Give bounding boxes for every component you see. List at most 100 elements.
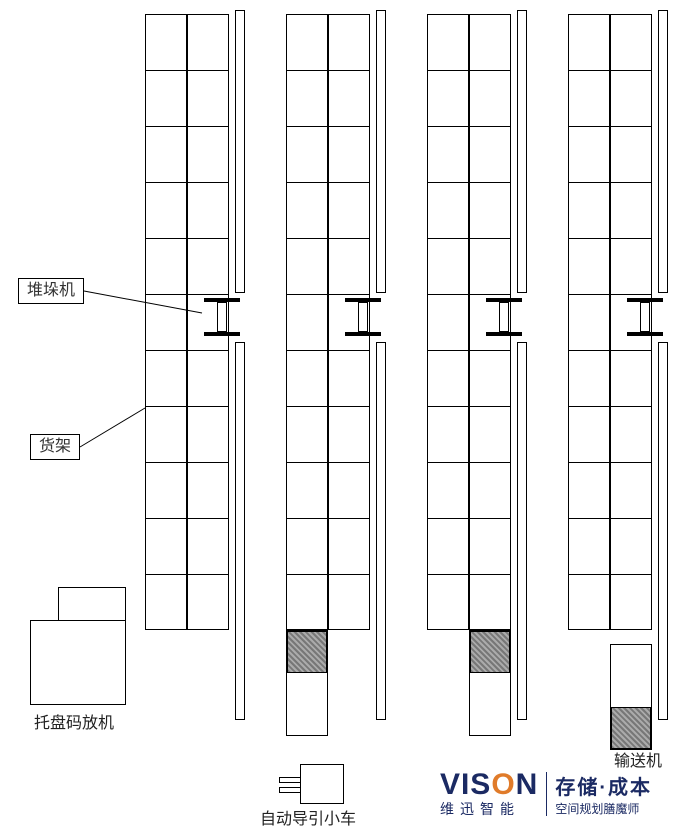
conveyor — [286, 630, 328, 736]
rack-cell — [286, 350, 328, 406]
brand-logo: VISON维迅智能存储·成本空间规划膳魔师 — [440, 768, 652, 819]
rack-cell — [187, 518, 229, 574]
palletizer-label: 托盘码放机 — [34, 716, 114, 732]
rack-cell — [610, 574, 652, 630]
rack-cell — [427, 462, 469, 518]
rack-cell — [469, 14, 511, 70]
rack-cell — [610, 350, 652, 406]
rack-cell — [568, 14, 610, 70]
stacker-guide — [235, 342, 245, 720]
rack-cell — [610, 70, 652, 126]
rack-cell — [286, 406, 328, 462]
rack-cell — [427, 238, 469, 294]
rack-cell — [427, 518, 469, 574]
rack-cell — [286, 70, 328, 126]
logo-right-top: 存储·成本 — [555, 771, 652, 800]
rack-cell — [568, 518, 610, 574]
rack-cell — [187, 126, 229, 182]
rack-cell — [145, 406, 187, 462]
rack-cell — [328, 182, 370, 238]
rack-cell — [568, 70, 610, 126]
rack-cell — [469, 462, 511, 518]
rack-cell — [328, 126, 370, 182]
rack-cell — [610, 126, 652, 182]
agv — [300, 764, 344, 804]
rack-column — [568, 14, 610, 630]
rack-cell — [145, 14, 187, 70]
rack-cell — [328, 70, 370, 126]
rack-cell — [328, 14, 370, 70]
rack-cell — [145, 350, 187, 406]
rack-cell — [427, 182, 469, 238]
rack-cell — [427, 406, 469, 462]
stacker-ibeam — [204, 298, 240, 336]
rack-cell — [286, 126, 328, 182]
stacker-ibeam — [345, 298, 381, 336]
rack-column — [427, 14, 469, 630]
rack-cell — [427, 574, 469, 630]
rack-cell — [187, 14, 229, 70]
rack-cell — [145, 238, 187, 294]
logo-line2: 维迅智能 — [440, 799, 538, 819]
rack-cell — [187, 182, 229, 238]
rack-cell — [469, 574, 511, 630]
rack-cell — [427, 70, 469, 126]
rack-cell — [286, 238, 328, 294]
rack-cell — [286, 574, 328, 630]
rack-cell — [427, 14, 469, 70]
rack-cell — [286, 518, 328, 574]
rack-cell — [568, 126, 610, 182]
stacker-ibeam — [627, 298, 663, 336]
stacker-guide — [658, 10, 668, 293]
rack-cell — [328, 462, 370, 518]
rack-cell — [145, 294, 187, 350]
stacker-guide — [517, 342, 527, 720]
rack-cell — [610, 406, 652, 462]
rack-cell — [286, 462, 328, 518]
rack-cell — [469, 406, 511, 462]
stacker-guide — [658, 342, 668, 720]
rack-cell — [328, 350, 370, 406]
rack-cell — [568, 182, 610, 238]
rack-cell — [187, 406, 229, 462]
conveyor — [469, 630, 511, 736]
rack-cell — [187, 462, 229, 518]
logo-right-bot: 空间规划膳魔师 — [555, 800, 652, 817]
rack-cell — [610, 462, 652, 518]
stacker-guide — [376, 342, 386, 720]
rack-cell — [568, 406, 610, 462]
rack-cell — [469, 126, 511, 182]
rack-label: 货架 — [30, 434, 80, 460]
rack-cell — [568, 238, 610, 294]
rack-cell — [145, 70, 187, 126]
rack-cell — [568, 350, 610, 406]
rack-cell — [286, 294, 328, 350]
rack-cell — [328, 406, 370, 462]
rack-cell — [145, 182, 187, 238]
rack-cell — [610, 182, 652, 238]
stacker-guide — [235, 10, 245, 293]
rack-cell — [568, 462, 610, 518]
stacker-label: 堆垛机 — [18, 278, 84, 304]
rack-cell — [469, 182, 511, 238]
rack-column — [286, 14, 328, 630]
logo-line1: VISON — [440, 768, 538, 802]
stacker-guide — [517, 10, 527, 293]
conveyor — [610, 644, 652, 750]
rack-cell — [145, 574, 187, 630]
rack-cell — [145, 462, 187, 518]
palletizer-shape — [30, 587, 126, 705]
rack-cell — [328, 238, 370, 294]
stacker-guide — [376, 10, 386, 293]
rack-cell — [328, 574, 370, 630]
rack-cell — [469, 70, 511, 126]
rack-cell — [187, 70, 229, 126]
rack-cell — [610, 14, 652, 70]
rack-cell — [286, 182, 328, 238]
rack-cell — [427, 126, 469, 182]
rack-column — [145, 14, 187, 630]
rack-cell — [187, 238, 229, 294]
rack-cell — [610, 518, 652, 574]
rack-cell — [427, 294, 469, 350]
rack-cell — [145, 518, 187, 574]
